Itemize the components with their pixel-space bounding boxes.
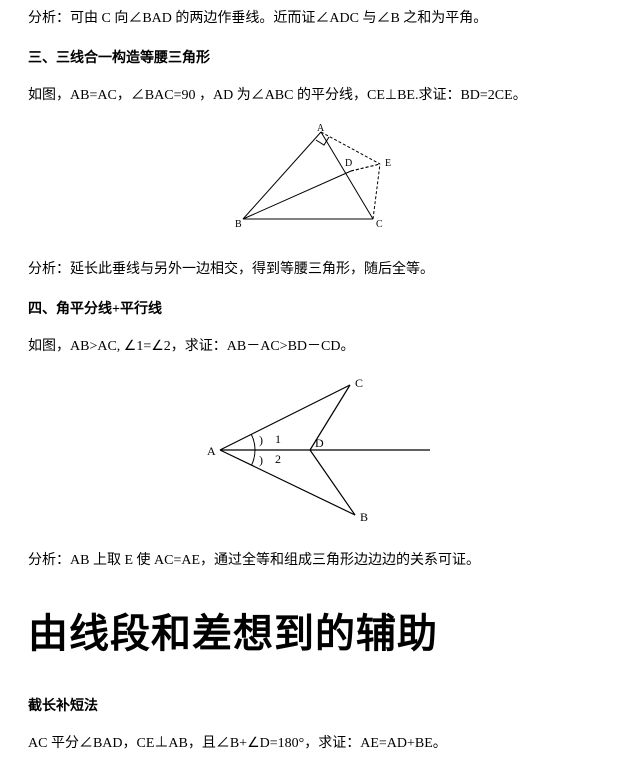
svg-text:D: D	[345, 158, 352, 169]
big-section-title: 由线段和差想到的辅助	[28, 601, 612, 659]
section-4-heading: 四、角平分线+平行线	[28, 298, 612, 318]
svg-text:A: A	[207, 444, 216, 458]
svg-text:B: B	[235, 219, 242, 230]
figure-2-wrap: )) A C B D 1 2	[28, 375, 612, 530]
svg-text:C: C	[376, 219, 383, 230]
section-4-problem: 如图，AB>AC, ∠1=∠2，求证：AB－AC>BD－CD。	[28, 336, 612, 357]
section-3-analysis: 分析：延长此垂线与另外一边相交，得到等腰三角形，随后全等。	[28, 259, 612, 280]
section-5-problem: AC 平分∠BAD，CE⊥AB，且∠B+∠D=180°，求证：AE=AD+BE。	[28, 733, 612, 754]
svg-text:B: B	[360, 510, 368, 524]
figure-2-angle-bisector: )) A C B D 1 2	[205, 375, 435, 525]
section-4-analysis: 分析：AB 上取 E 使 AC=AE，通过全等和组成三角形边边边的关系可证。	[28, 550, 612, 571]
svg-text:E: E	[385, 158, 391, 169]
svg-text:1: 1	[275, 432, 281, 446]
svg-text:D: D	[315, 436, 324, 450]
analysis-para-1: 分析：可由 C 向∠BAD 的两边作垂线。近而证∠ADC 与∠B 之和为平角。	[28, 8, 612, 29]
svg-text:): )	[259, 433, 263, 447]
section-3-problem: 如图，AB=AC，∠BAC=90 ，AD 为∠ABC 的平分线，CE⊥BE.求证…	[28, 85, 612, 106]
section-5-heading: 截长补短法	[28, 695, 612, 715]
svg-text:A: A	[317, 124, 325, 134]
svg-text:2: 2	[275, 452, 281, 466]
figure-1-wrap: A B C D E	[28, 124, 612, 239]
section-3-heading: 三、三线合一构造等腰三角形	[28, 47, 612, 67]
svg-text:): )	[259, 453, 263, 467]
svg-text:C: C	[355, 376, 363, 390]
figure-1-triangle: A B C D E	[233, 124, 408, 234]
